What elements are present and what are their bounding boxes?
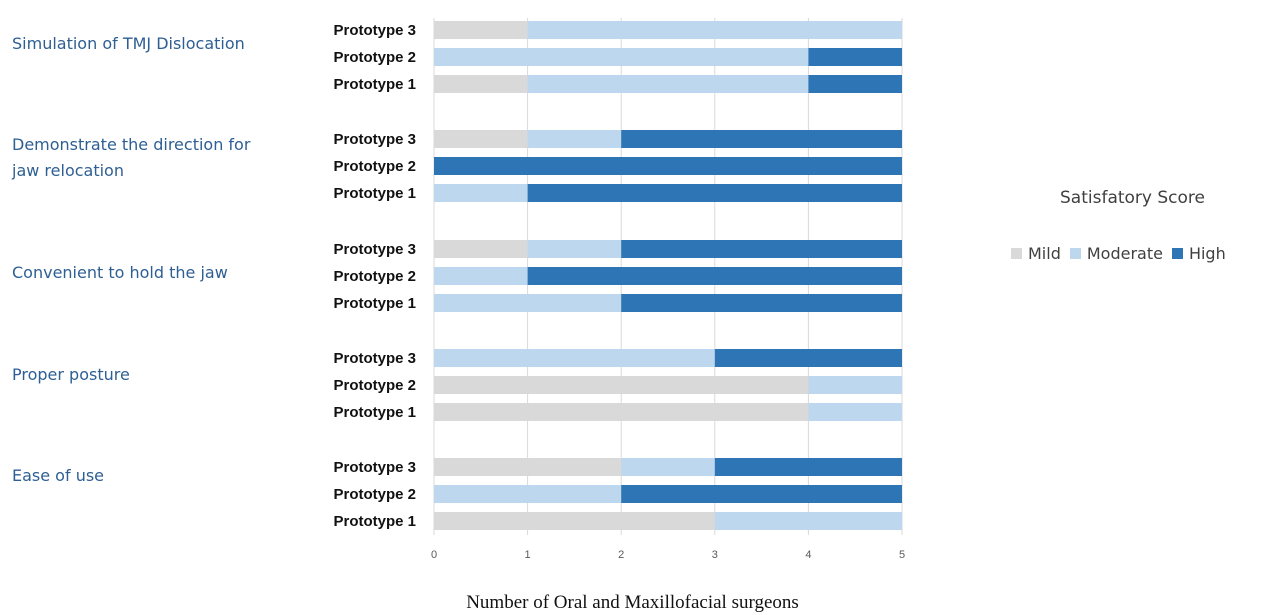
bar-g4-prototype3-moderate [621, 458, 715, 476]
bar-label-g1-2: Prototype 1 [333, 185, 416, 202]
bar-g3-prototype3-high [714, 349, 902, 367]
bar-label-g4-0: Prototype 3 [333, 459, 416, 476]
bar-g4-prototype2-high [621, 485, 902, 503]
group-label-3: Proper posture [12, 365, 130, 384]
bar-label-g2-1: Prototype 2 [333, 268, 416, 285]
bar-label-g0-0: Prototype 3 [333, 22, 416, 39]
x-tick-label-5: 5 [899, 549, 905, 561]
legend-item-moderate: Moderate [1069, 244, 1163, 263]
bar-g0-prototype3-moderate [527, 21, 902, 39]
bar-g3-prototype3-moderate [434, 349, 715, 367]
bar-label-g1-1: Prototype 2 [333, 158, 416, 175]
bar-g4-prototype3-mild [434, 458, 622, 476]
legend: Mild Moderate High [1011, 244, 1235, 263]
bar-label-g0-1: Prototype 2 [333, 49, 416, 66]
bar-label-g1-0: Prototype 3 [333, 131, 416, 148]
bar-g1-prototype3-high [621, 130, 902, 148]
bar-g2-prototype1-high [621, 294, 902, 312]
bar-label-g2-0: Prototype 3 [333, 241, 416, 258]
bar-g2-prototype2-high [527, 267, 902, 285]
bar-label-g3-0: Prototype 3 [333, 350, 416, 367]
bar-g2-prototype2-moderate [434, 267, 528, 285]
x-axis-title: Number of Oral and Maxillofacial surgeon… [466, 592, 799, 613]
legend-swatch-moderate [1069, 248, 1081, 259]
bar-g1-prototype2-high [434, 157, 902, 175]
bar-label-g3-1: Prototype 2 [333, 377, 416, 394]
bar-label-g0-2: Prototype 1 [333, 76, 416, 93]
legend-title: Satisfatory Score [1060, 188, 1205, 208]
legend-swatch-mild [1011, 248, 1022, 259]
group-label-2: Convenient to hold the jaw [12, 263, 228, 282]
bar-g4-prototype3-high [714, 458, 902, 476]
bar-g0-prototype2-moderate [434, 48, 809, 66]
group-label-0: Simulation of TMJ Dislocation [12, 34, 245, 53]
bar-g4-prototype1-moderate [714, 512, 902, 530]
bar-g2-prototype1-moderate [434, 294, 622, 312]
bar-g2-prototype3-moderate [527, 240, 622, 258]
bar-g4-prototype1-mild [434, 512, 715, 530]
legend-label-mild: Mild [1028, 244, 1061, 263]
legend-label-moderate: Moderate [1086, 244, 1163, 263]
legend-item-mild: Mild [1011, 244, 1061, 263]
bar-g3-prototype2-moderate [808, 376, 902, 394]
group-label-1: Demonstrate the direction for jaw reloca… [12, 135, 251, 180]
bar-g0-prototype3-mild [434, 21, 528, 39]
bar-g1-prototype3-mild [434, 130, 528, 148]
x-tick-label-2: 2 [618, 549, 624, 561]
bar-g0-prototype2-high [808, 48, 902, 66]
x-tick-label-4: 4 [805, 549, 811, 561]
bar-g4-prototype2-moderate [434, 485, 622, 503]
bar-g2-prototype3-mild [434, 240, 528, 258]
legend-swatch-high [1171, 248, 1183, 259]
bar-label-g3-2: Prototype 1 [333, 404, 416, 421]
bar-g1-prototype1-high [527, 184, 902, 202]
bar-g2-prototype3-high [621, 240, 902, 258]
legend-item-high: High [1171, 244, 1226, 263]
bar-g3-prototype1-moderate [808, 403, 902, 421]
legend-label-high: High [1188, 244, 1226, 263]
bar-g3-prototype2-mild [434, 376, 809, 394]
bar-g1-prototype1-moderate [434, 184, 528, 202]
x-tick-label-3: 3 [712, 549, 718, 561]
bar-label-g4-1: Prototype 2 [333, 486, 416, 503]
group-label-4: Ease of use [12, 466, 105, 485]
bar-label-g2-2: Prototype 1 [333, 295, 416, 312]
x-tick-label-1: 1 [525, 549, 531, 561]
bar-label-g4-2: Prototype 1 [333, 513, 416, 530]
bar-g0-prototype1-moderate [527, 75, 809, 93]
x-tick-label-0: 0 [431, 549, 437, 561]
bar-g1-prototype3-moderate [527, 130, 622, 148]
bar-g0-prototype1-high [808, 75, 902, 93]
bar-g0-prototype1-mild [434, 75, 528, 93]
bar-g3-prototype1-mild [434, 403, 809, 421]
